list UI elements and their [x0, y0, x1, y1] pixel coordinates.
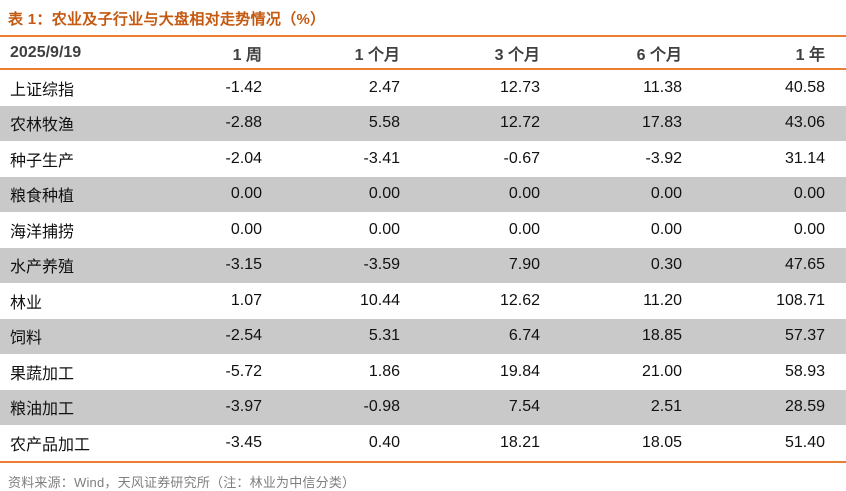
cell-value: 0.00: [368, 185, 400, 203]
row-label: 种子生产: [10, 152, 75, 170]
cell-value: 0.00: [793, 220, 825, 238]
header-period: 6 个月: [636, 46, 682, 64]
row-label: 农林牧渔: [10, 117, 75, 135]
table-row: 粮油加工 -3.97 -0.98 7.54 2.51 28.59: [0, 389, 846, 425]
table-row: 海洋捕捞 0.00 0.00 0.00 0.00 0.00: [0, 212, 846, 248]
cell-value: 108.71: [776, 291, 825, 309]
cell-value: 0.00: [650, 220, 682, 238]
header-period: 1 周: [232, 46, 262, 64]
table-header-row: 2025/9/19 1 周 1 个月 3 个月 6 个月 1 年: [0, 37, 846, 68]
row-label: 果蔬加工: [10, 365, 75, 383]
cell-value: -3.92: [645, 149, 682, 167]
cell-value: 1.07: [230, 291, 262, 309]
header-period: 3 个月: [494, 46, 540, 64]
cell-value: 57.37: [784, 327, 825, 345]
cell-value: 47.65: [784, 256, 825, 274]
cell-value: 31.14: [784, 149, 825, 167]
cell-value: 18.05: [641, 433, 682, 451]
cell-value: 0.00: [508, 220, 540, 238]
table-row: 农产品加工 -3.45 0.40 18.21 18.05 51.40: [0, 425, 846, 461]
cell-value: 7.90: [508, 256, 540, 274]
cell-value: -0.98: [363, 398, 400, 416]
cell-value: 18.21: [499, 433, 540, 451]
row-label: 粮食种植: [10, 188, 75, 206]
cell-value: 0.00: [508, 185, 540, 203]
cell-value: -1.42: [225, 78, 262, 96]
cell-value: 0.00: [230, 185, 262, 203]
cell-value: 0.00: [650, 185, 682, 203]
cell-value: 1.86: [368, 362, 400, 380]
table-body: 上证综指 -1.42 2.47 12.73 11.38 40.58 农林牧渔 -2.88 5.5…: [0, 70, 846, 461]
cell-value: 11.20: [643, 291, 682, 309]
cell-value: -2.54: [225, 327, 262, 345]
cell-value: 11.38: [643, 78, 682, 96]
bottom-divider: [0, 460, 846, 463]
cell-value: -3.97: [225, 398, 262, 416]
cell-value: 12.62: [499, 291, 540, 309]
cell-value: 51.40: [784, 433, 825, 451]
cell-value: -3.15: [225, 256, 262, 274]
table-row: 农林牧渔 -2.88 5.58 12.72 17.83 43.06: [0, 105, 846, 141]
cell-value: 10.44: [359, 291, 400, 309]
table-title: 表 1：农业及子行业与大盘相对走势情况（%）: [8, 11, 326, 28]
cell-value: 21.00: [641, 362, 682, 380]
cell-value: 43.06: [784, 114, 825, 132]
row-label: 水产养殖: [10, 259, 75, 277]
cell-value: -3.59: [363, 256, 400, 274]
cell-value: 0.00: [368, 220, 400, 238]
row-label: 海洋捕捞: [10, 223, 75, 241]
cell-value: -2.04: [225, 149, 262, 167]
table-row: 上证综指 -1.42 2.47 12.73 11.38 40.58: [0, 70, 846, 106]
cell-value: 28.59: [784, 398, 825, 416]
table-row: 饲料 -2.54 5.31 6.74 18.85 57.37: [0, 318, 846, 354]
header-divider: [0, 68, 846, 70]
row-label: 上证综指: [10, 81, 75, 99]
cell-value: 5.31: [368, 327, 400, 345]
header-period: 1 年: [795, 46, 825, 64]
cell-value: -0.67: [503, 149, 540, 167]
cell-value: 2.47: [368, 78, 400, 96]
table-row: 果蔬加工 -5.72 1.86 19.84 21.00 58.93: [0, 354, 846, 390]
cell-value: -3.45: [225, 433, 262, 451]
table-row: 林业 1.07 10.44 12.62 11.20 108.71: [0, 283, 846, 319]
cell-value: -3.41: [363, 149, 400, 167]
header-period: 1 个月: [354, 46, 400, 64]
row-label: 林业: [10, 294, 43, 312]
cell-value: -2.88: [225, 114, 262, 132]
table-row: 水产养殖 -3.15 -3.59 7.90 0.30 47.65: [0, 247, 846, 283]
table-row: 粮食种植 0.00 0.00 0.00 0.00 0.00: [0, 176, 846, 212]
cell-value: 19.84: [499, 362, 540, 380]
cell-value: 0.00: [230, 220, 262, 238]
source-note: 资料来源：Wind，天风证券研究所（注：林业为中信分类）: [8, 474, 356, 490]
cell-value: 5.58: [368, 114, 400, 132]
cell-value: 58.93: [784, 362, 825, 380]
title-divider: [0, 35, 846, 37]
cell-value: 12.72: [499, 114, 540, 132]
cell-value: 0.00: [793, 185, 825, 203]
cell-value: 7.54: [508, 398, 540, 416]
header-date: 2025/9/19: [10, 43, 82, 61]
cell-value: 18.85: [641, 327, 682, 345]
table-row: 种子生产 -2.04 -3.41 -0.67 -3.92 31.14: [0, 141, 846, 177]
cell-value: 40.58: [784, 78, 825, 96]
cell-value: 17.83: [641, 114, 682, 132]
cell-value: 2.51: [650, 398, 682, 416]
cell-value: 12.73: [499, 78, 540, 96]
row-label: 农产品加工: [10, 436, 91, 454]
row-label: 粮油加工: [10, 401, 75, 419]
cell-value: 0.30: [650, 256, 682, 274]
cell-value: 6.74: [508, 327, 540, 345]
row-label: 饲料: [10, 330, 43, 348]
cell-value: -5.72: [225, 362, 262, 380]
cell-value: 0.40: [368, 433, 400, 451]
